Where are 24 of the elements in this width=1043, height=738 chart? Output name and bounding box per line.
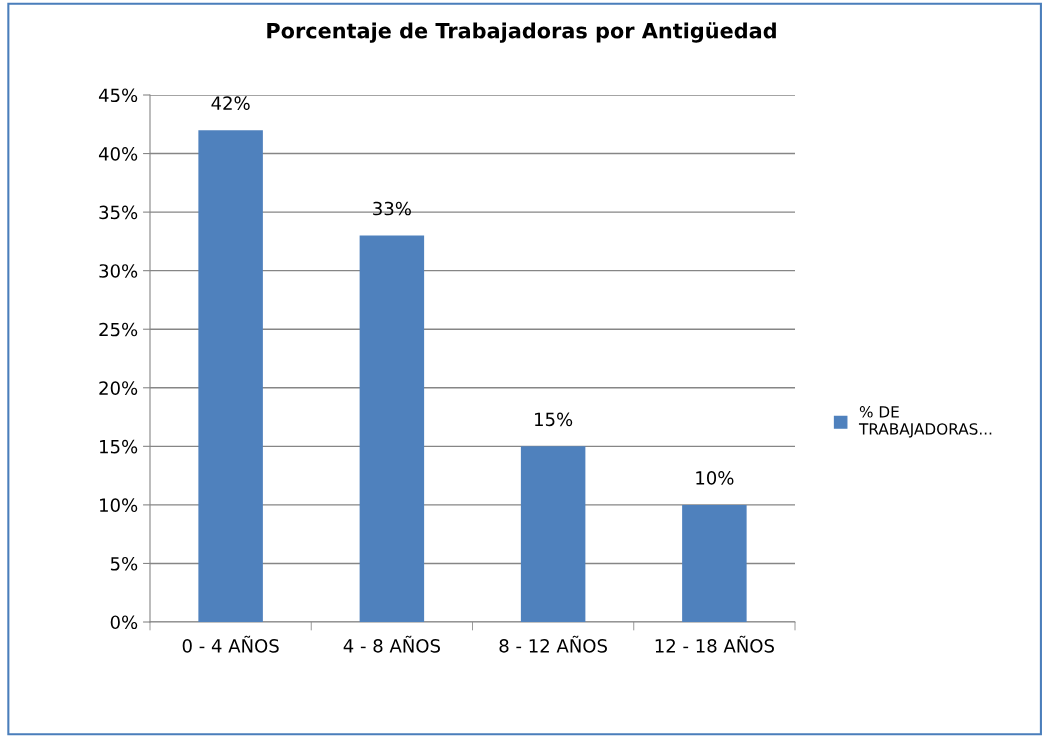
y-tick-label: 25% (99, 322, 138, 337)
y-tick-label: 30% (99, 264, 138, 278)
y-tick-label: 0% (110, 615, 138, 630)
bar (198, 130, 263, 622)
y-tick-label: 5% (110, 556, 138, 571)
y-tick-label: 40% (98, 147, 138, 161)
data-label: 10% (696, 471, 734, 485)
chart-title: Porcentaje de Trabajadoras por Antigüedad (267, 22, 776, 43)
x-tick-label: 0 - 4 AÑOS (182, 635, 279, 653)
data-label: 33% (373, 201, 411, 216)
y-tick-label: 20% (99, 381, 138, 395)
x-tick-label: 4 - 8 AÑOS (343, 635, 440, 653)
data-label: 15% (535, 412, 573, 427)
y-tick-label: 15% (100, 439, 138, 454)
x-tick-label: 8 - 12 AÑOS (499, 635, 607, 653)
data-label: 42% (211, 96, 250, 110)
y-tick-label: 10% (100, 498, 138, 513)
x-tick-label: 12 - 18 AÑOS (655, 635, 774, 653)
bar (520, 446, 586, 622)
legend-label: % DE TRABAJADORAS... (858, 406, 992, 438)
bar (682, 504, 747, 622)
y-tick-label: 35% (99, 205, 138, 220)
bar (359, 235, 425, 622)
y-tick-label: 45% (98, 88, 138, 103)
